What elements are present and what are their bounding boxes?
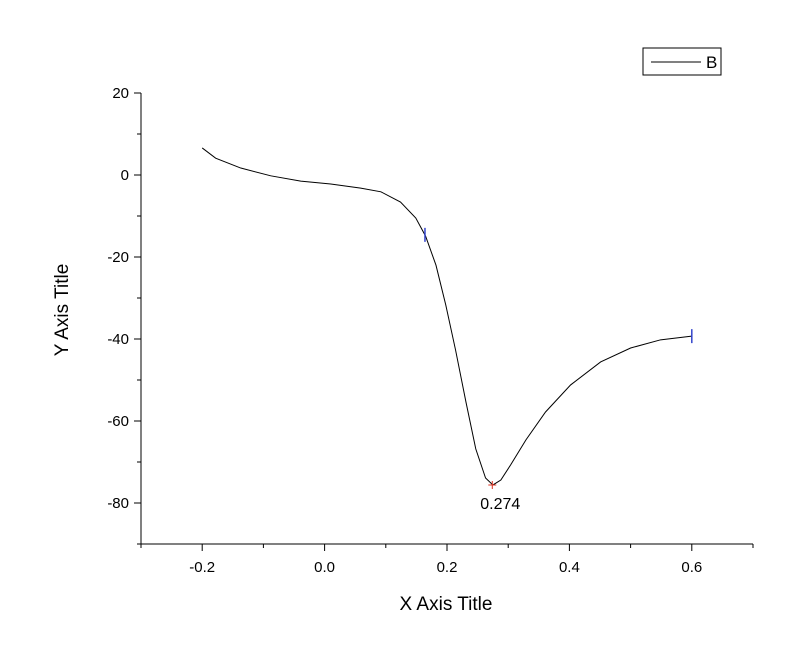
y-axis-title: Y Axis Title xyxy=(52,264,73,357)
x-axis-title: X Axis Title xyxy=(400,594,493,615)
y-tick-label: 20 xyxy=(112,85,129,102)
line-series xyxy=(201,147,692,486)
y-tick-label: -40 xyxy=(107,331,129,348)
x-tick-label: 0.0 xyxy=(314,559,335,576)
x-tick-label: -0.2 xyxy=(189,559,215,576)
minimum-marker xyxy=(488,480,497,489)
x-tick-label: 0.2 xyxy=(437,559,458,576)
minimum-label: 0.274 xyxy=(480,496,520,513)
y-tick-label: -60 xyxy=(107,413,129,430)
legend-label: B xyxy=(706,53,717,72)
x-tick-label: 0.4 xyxy=(559,559,580,576)
y-tick-label: -80 xyxy=(107,495,129,512)
y-tick-label: -20 xyxy=(107,249,129,266)
x-tick-label: 0.6 xyxy=(681,559,702,576)
y-tick-label: 0 xyxy=(121,167,129,184)
